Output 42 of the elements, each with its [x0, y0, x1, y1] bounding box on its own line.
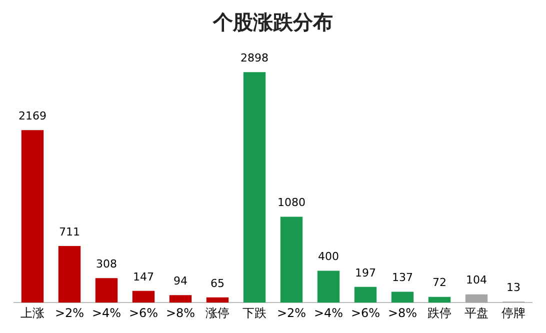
data-label: 137 — [392, 271, 413, 284]
x-tick-label: >6% — [350, 306, 380, 320]
x-tick-label: 下跌 — [242, 306, 266, 320]
data-label: 308 — [96, 257, 117, 270]
x-tick-label: >8% — [166, 306, 196, 320]
bar — [391, 292, 414, 303]
data-label: 147 — [133, 270, 154, 284]
bar — [280, 216, 303, 303]
bar — [95, 278, 118, 303]
bar — [428, 296, 451, 303]
x-tick-label: 停牌 — [502, 306, 526, 320]
data-label: 13 — [506, 280, 520, 294]
data-label: 65 — [210, 276, 224, 290]
x-tick-label: >2% — [54, 306, 84, 320]
x-tick-label: >8% — [388, 306, 418, 320]
x-tick-label: 上涨 — [20, 306, 44, 320]
bar — [21, 130, 44, 303]
x-tick-label: 涨停 — [206, 306, 230, 320]
x-tick-label: >4% — [314, 306, 344, 320]
bar — [317, 270, 340, 303]
bar — [206, 297, 229, 303]
data-label: 2898 — [240, 51, 268, 64]
x-tick-label: >2% — [276, 306, 306, 320]
bar — [354, 286, 377, 303]
data-label: 400 — [318, 250, 339, 264]
data-label: 197 — [355, 266, 376, 280]
data-label: 72 — [432, 276, 446, 290]
data-label: 2169 — [18, 109, 46, 122]
data-label: 1080 — [278, 196, 306, 210]
bar — [169, 295, 192, 303]
x-tick-label: 平盘 — [464, 306, 488, 320]
x-tick-label: 跌停 — [428, 306, 452, 320]
x-tick-label: >6% — [128, 306, 158, 320]
data-label: 711 — [59, 225, 80, 238]
bar — [243, 72, 266, 303]
bar — [58, 246, 81, 303]
bar — [132, 290, 155, 303]
x-tick-label: >4% — [92, 306, 122, 320]
bar — [465, 294, 488, 303]
chart-title: 个股涨跌分布 — [212, 10, 333, 34]
data-label: 94 — [174, 274, 188, 288]
data-label: 104 — [466, 274, 487, 287]
